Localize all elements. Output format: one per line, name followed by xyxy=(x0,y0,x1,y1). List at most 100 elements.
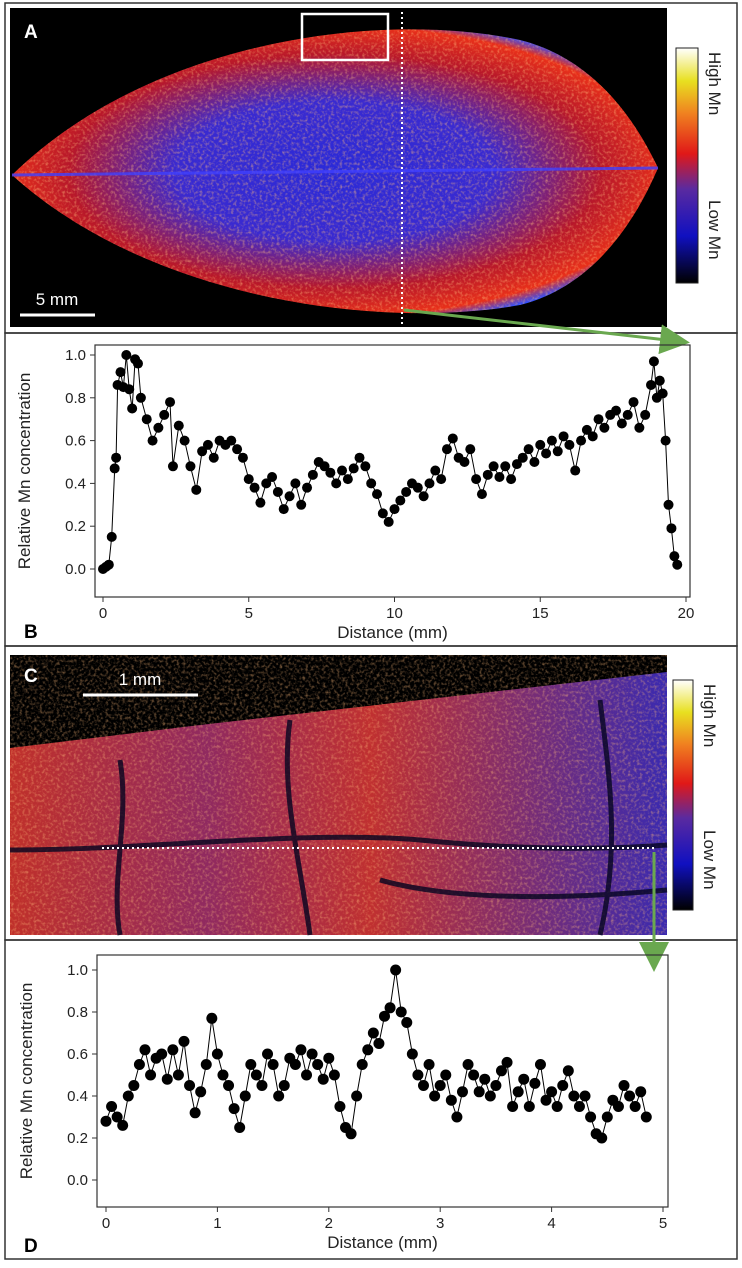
data-point xyxy=(384,1002,396,1014)
panel-label: A xyxy=(24,22,38,43)
data-point xyxy=(223,1080,235,1091)
data-point xyxy=(564,439,575,450)
data-point xyxy=(317,1073,329,1085)
data-point xyxy=(124,384,135,395)
data-point xyxy=(579,1090,591,1102)
data-point xyxy=(348,463,359,474)
data-point xyxy=(103,559,114,570)
data-point xyxy=(296,499,307,510)
data-point xyxy=(663,499,674,510)
data-point xyxy=(593,414,604,425)
data-point xyxy=(267,1059,279,1070)
data-point xyxy=(506,474,517,485)
data-point xyxy=(500,461,511,472)
x-axis-label: Distance (mm) xyxy=(337,623,448,642)
colorbar-high: High Mn xyxy=(700,684,719,747)
data-point xyxy=(507,1101,519,1112)
data-point xyxy=(495,1065,507,1077)
data-point xyxy=(106,531,117,542)
data-point xyxy=(389,504,400,515)
data-point xyxy=(418,491,429,502)
data-point xyxy=(640,409,651,420)
data-point xyxy=(412,1069,424,1081)
y-tick-label: 0.4 xyxy=(65,475,86,492)
data-point xyxy=(557,1080,569,1091)
data-point xyxy=(441,444,452,455)
data-point xyxy=(202,439,213,450)
y-tick-label: 0.6 xyxy=(65,433,86,450)
data-point xyxy=(476,489,487,500)
scale-label: 1 mm xyxy=(119,670,162,689)
x-tick-label: 10 xyxy=(386,605,403,622)
data-point xyxy=(401,1017,413,1028)
data-point xyxy=(100,1115,112,1127)
x-tick-label: 0 xyxy=(102,1215,110,1232)
data-point xyxy=(307,469,318,480)
data-point xyxy=(337,465,348,476)
data-point xyxy=(172,1069,184,1081)
x-tick-label: 0 xyxy=(99,605,107,622)
data-point xyxy=(228,1103,240,1115)
data-point xyxy=(261,478,272,489)
data-point xyxy=(161,1073,173,1085)
data-point xyxy=(208,452,219,463)
y-tick-label: 0.2 xyxy=(67,1130,88,1147)
scale-label: 5 mm xyxy=(36,290,79,309)
data-point xyxy=(373,1038,385,1049)
data-point xyxy=(237,452,248,463)
data-point xyxy=(672,559,683,570)
data-point xyxy=(471,474,482,485)
data-point xyxy=(115,367,126,378)
x-tick-label: 2 xyxy=(325,1215,333,1232)
x-tick-label: 20 xyxy=(678,605,695,622)
data-point xyxy=(106,1101,118,1112)
data-point xyxy=(546,1086,558,1098)
data-point xyxy=(256,1080,268,1091)
data-point xyxy=(570,465,581,476)
data-point xyxy=(666,523,677,534)
data-point xyxy=(377,508,388,519)
colorbar-low: Low Mn xyxy=(705,200,724,260)
data-point xyxy=(417,1080,429,1091)
data-point xyxy=(206,1012,218,1024)
data-point xyxy=(406,1048,418,1060)
data-point xyxy=(395,495,406,506)
data-point xyxy=(328,1069,340,1081)
data-point xyxy=(401,486,412,497)
y-tick-label: 0.8 xyxy=(65,390,86,407)
y-tick-label: 0.8 xyxy=(67,1004,88,1021)
x-tick-label: 1 xyxy=(213,1215,221,1232)
data-point xyxy=(648,356,659,367)
data-point xyxy=(451,1111,463,1123)
midrib xyxy=(11,166,659,177)
data-point xyxy=(523,444,534,455)
data-point xyxy=(447,433,458,444)
data-point xyxy=(601,1111,613,1123)
data-point xyxy=(490,1080,502,1091)
data-point xyxy=(468,1069,480,1081)
data-point xyxy=(272,486,283,497)
data-point xyxy=(429,1090,441,1102)
data-point xyxy=(239,1090,251,1102)
data-point xyxy=(581,424,592,435)
data-point xyxy=(132,358,143,369)
data-point xyxy=(465,444,476,455)
data-point xyxy=(459,457,470,467)
panel-frame xyxy=(4,939,738,1260)
data-point xyxy=(367,1027,379,1039)
data-point xyxy=(616,418,627,429)
data-point xyxy=(354,452,365,463)
data-point xyxy=(249,482,260,493)
data-point xyxy=(434,1080,446,1091)
data-point xyxy=(669,551,680,562)
data-point xyxy=(290,478,301,489)
data-point xyxy=(226,435,237,446)
data-point xyxy=(488,461,499,472)
data-point xyxy=(573,1101,585,1112)
data-point xyxy=(546,435,557,446)
zoom-texture xyxy=(10,655,667,935)
data-point xyxy=(141,414,152,425)
data-point xyxy=(117,1119,129,1131)
data-point xyxy=(165,397,176,408)
data-point xyxy=(484,1090,496,1102)
